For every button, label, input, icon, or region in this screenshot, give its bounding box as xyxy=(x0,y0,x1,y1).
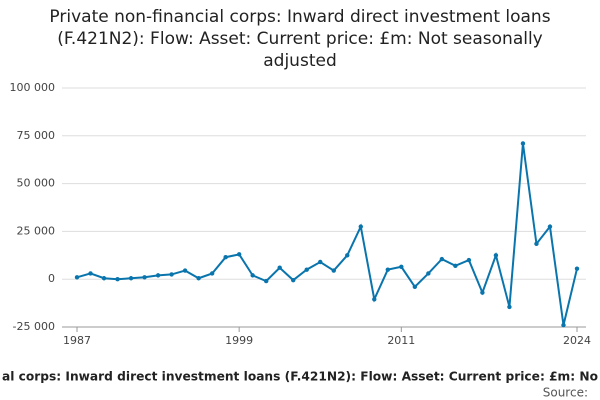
y-tick-label: 50 000 xyxy=(17,177,56,190)
point xyxy=(561,322,566,328)
point xyxy=(142,275,147,280)
line xyxy=(76,143,578,326)
point xyxy=(304,267,309,272)
point xyxy=(250,273,255,278)
point xyxy=(385,267,391,272)
point xyxy=(466,257,472,263)
point xyxy=(263,278,269,284)
x-tick-label: 2011 xyxy=(387,334,415,347)
point xyxy=(372,297,377,302)
point xyxy=(223,255,228,260)
point xyxy=(182,268,188,273)
source: Source: xyxy=(543,386,588,400)
point xyxy=(426,271,431,276)
point xyxy=(196,276,201,281)
y-tick-label: 75 000 xyxy=(17,129,56,142)
point xyxy=(209,271,215,276)
point xyxy=(115,277,120,282)
point xyxy=(345,253,350,258)
y-tick-label: 100 000 xyxy=(10,81,56,94)
point xyxy=(74,275,80,280)
point xyxy=(453,263,458,269)
point xyxy=(520,141,526,146)
point xyxy=(101,276,107,281)
point xyxy=(331,268,336,273)
point xyxy=(318,259,323,265)
y-tick-label: 0 xyxy=(48,272,55,285)
y-tick-label: -25 000 xyxy=(13,320,55,333)
point xyxy=(291,277,296,283)
x-tick-label: 2024 xyxy=(563,334,591,347)
point xyxy=(277,265,282,270)
point xyxy=(480,290,485,295)
point xyxy=(358,224,363,229)
point xyxy=(493,253,499,258)
y-tick-label: 25 000 xyxy=(17,224,56,237)
point xyxy=(534,241,539,247)
point xyxy=(236,252,242,257)
point xyxy=(128,276,134,281)
point xyxy=(88,271,93,276)
point xyxy=(439,256,445,262)
point xyxy=(507,304,512,310)
point xyxy=(399,264,404,269)
x-tick-label: 1999 xyxy=(225,334,253,347)
chart-title: Private non-financial corps: Inward dire… xyxy=(49,7,551,71)
x-axis-title: al corps: Inward direct investment loans… xyxy=(2,370,598,384)
x-tick-label: 1987 xyxy=(63,334,91,347)
point xyxy=(169,272,174,277)
point xyxy=(155,273,161,278)
point xyxy=(574,266,580,271)
point xyxy=(547,224,553,229)
point xyxy=(412,284,418,290)
